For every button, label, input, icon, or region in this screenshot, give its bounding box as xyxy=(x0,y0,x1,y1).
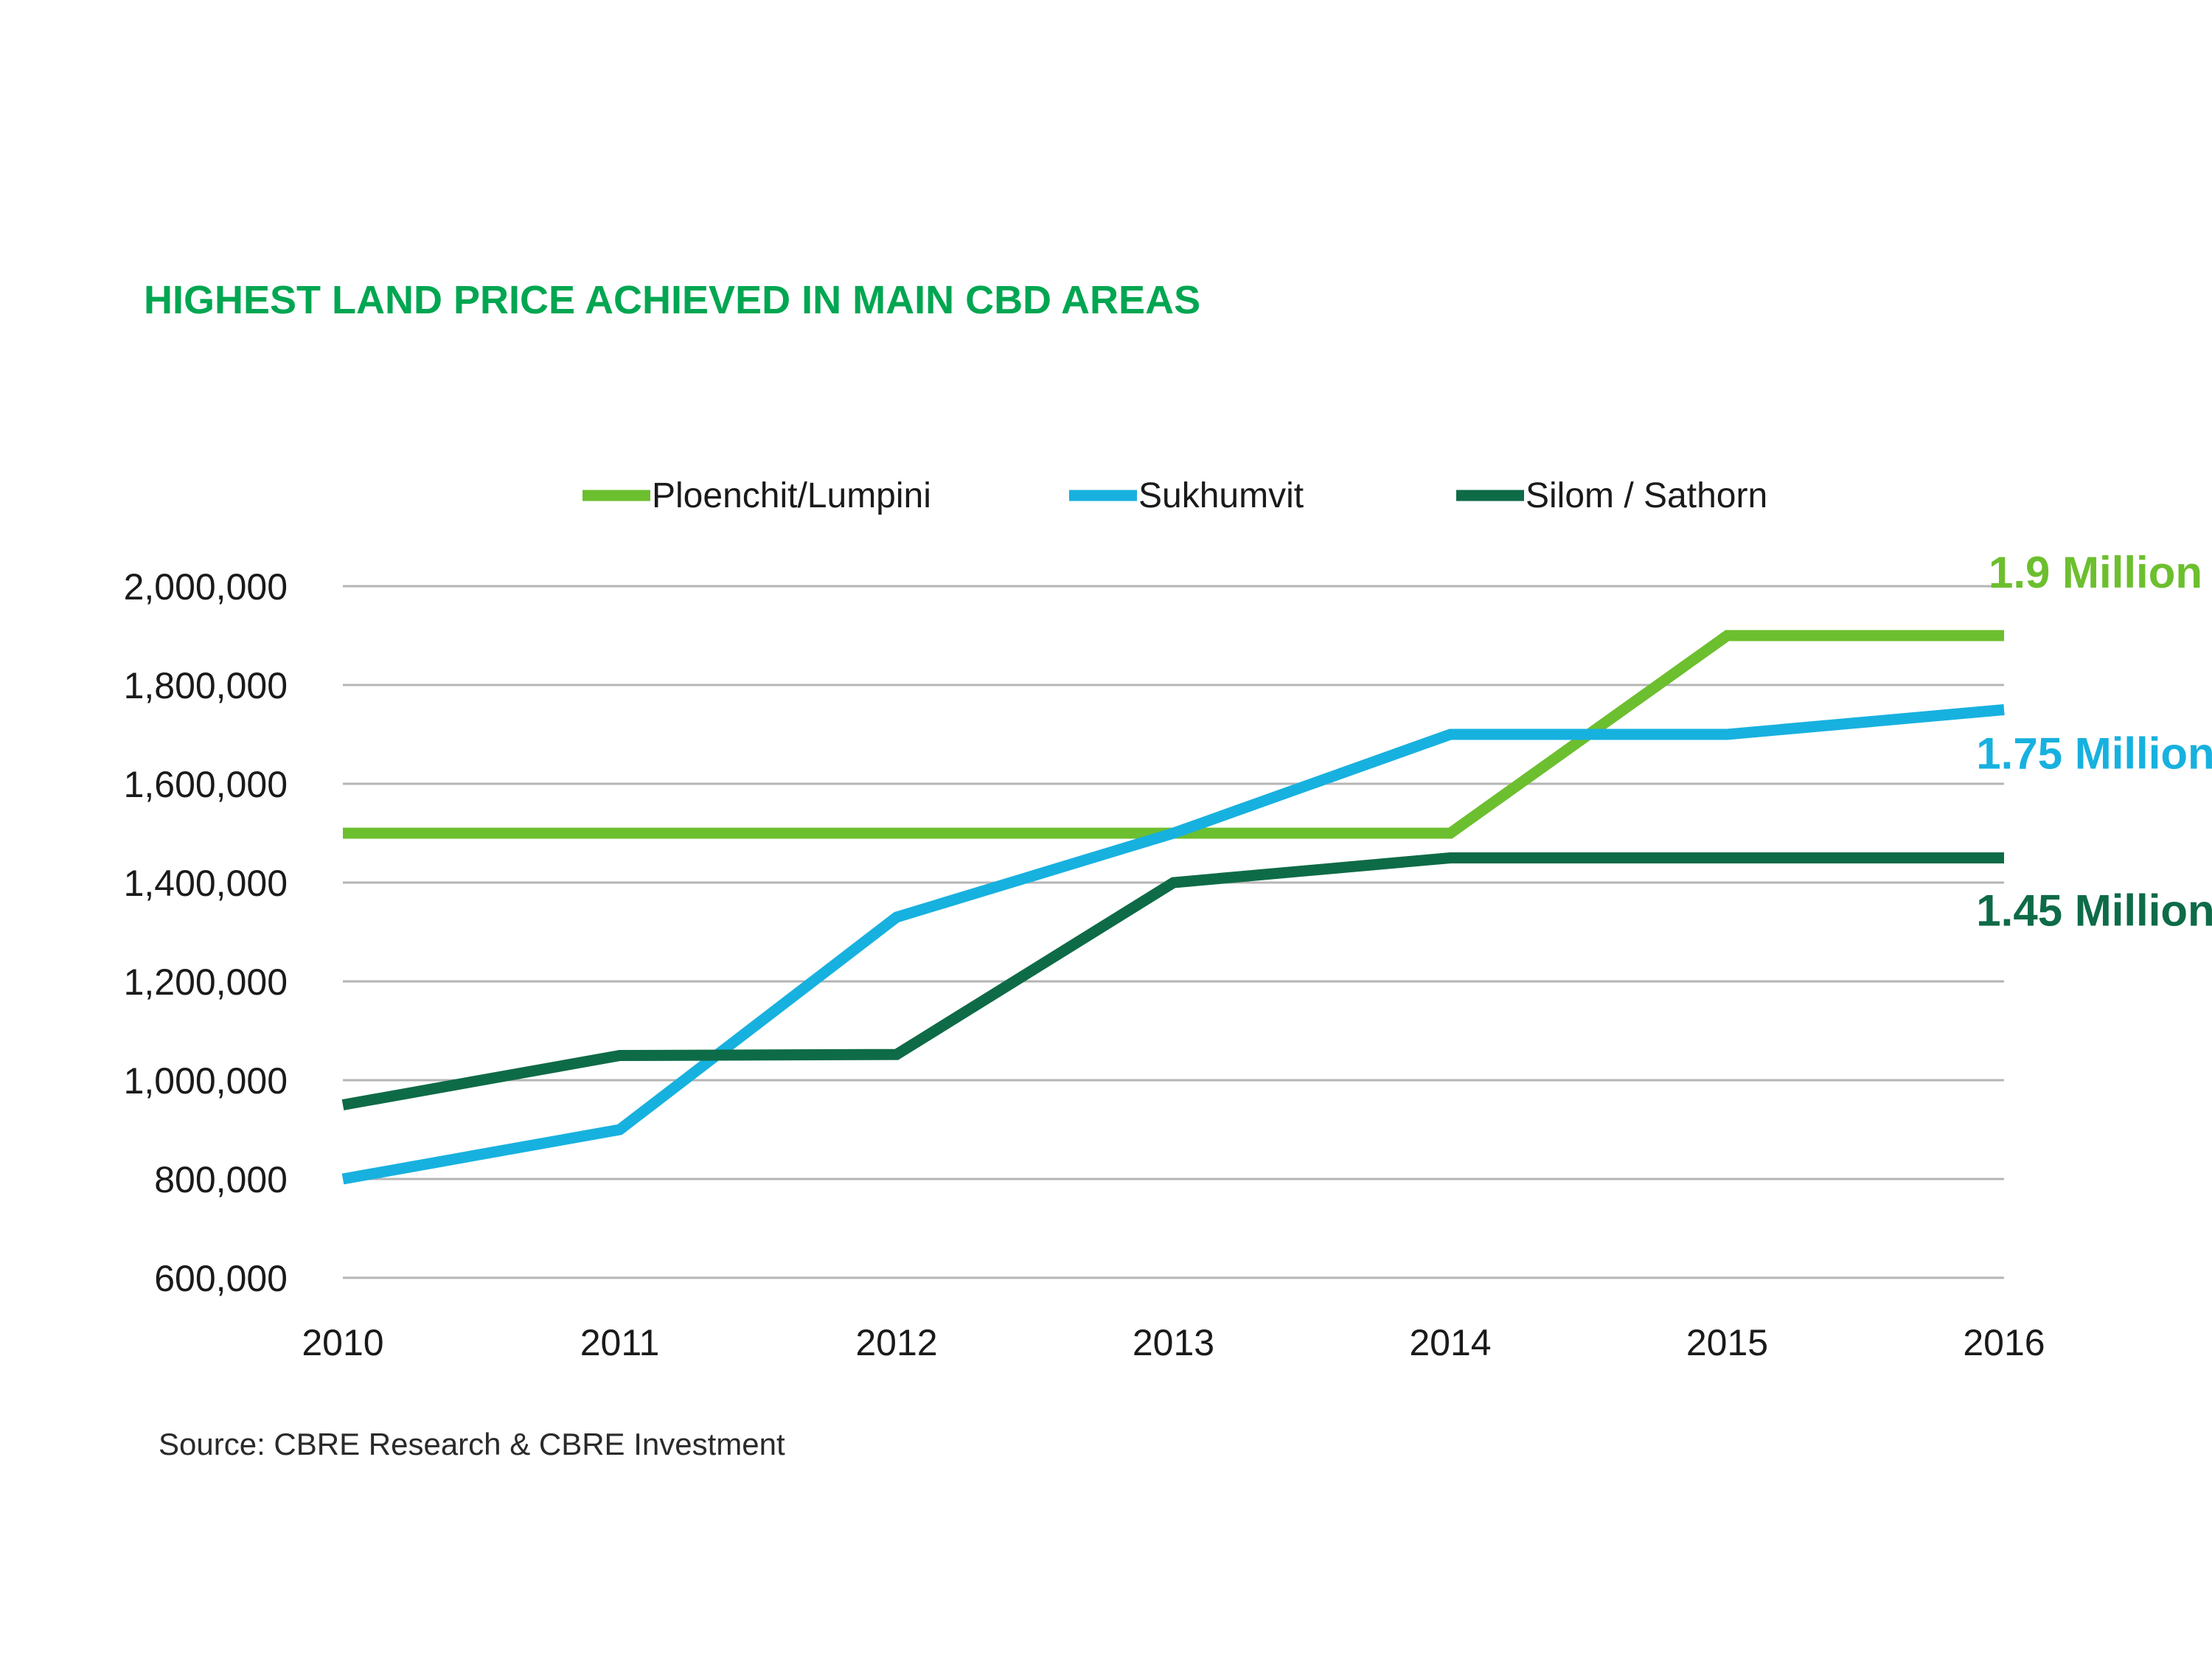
y-tick-label: 1,800,000 xyxy=(124,665,288,706)
y-axis-ticks: 2,000,000 1,800,000 1,600,000 1,400,000 1,20… xyxy=(124,566,288,1299)
y-tick-label: 1,200,000 xyxy=(124,961,288,1003)
legend-item-sukhumvit: Sukhumvit xyxy=(1069,476,1304,515)
x-tick-label: 2012 xyxy=(855,1322,937,1363)
y-tick-label: 2,000,000 xyxy=(124,566,288,608)
series-lines xyxy=(341,630,2005,1185)
y-tick-label: 800,000 xyxy=(154,1159,288,1200)
end-labels: 1.9 Million 1.75 Million 1.45 Million xyxy=(1976,548,2212,936)
source-note: Source: CBRE Research & CBRE Investment xyxy=(159,1427,785,1461)
legend-label: Sukhumvit xyxy=(1138,476,1304,515)
series-line-sukhumvit xyxy=(341,704,2005,1185)
legend-item-ploenchit: Ploenchit/Lumpini xyxy=(582,476,931,515)
legend: Ploenchit/Lumpini Sukhumvit Silom / Sathor… xyxy=(582,476,1767,515)
legend-label: Silom / Sathorn xyxy=(1526,476,1767,515)
x-axis-ticks: 2010 2011 2012 2013 2014 2015 2016 xyxy=(302,1322,2045,1363)
legend-item-silom: Silom / Sathorn xyxy=(1456,476,1767,515)
end-label-ploenchit: 1.9 Million xyxy=(1989,548,2202,597)
x-tick-label: 2013 xyxy=(1133,1322,1214,1363)
x-tick-label: 2015 xyxy=(1686,1322,1768,1363)
x-tick-label: 2014 xyxy=(1409,1322,1491,1363)
series-line-silom xyxy=(341,852,2004,1110)
y-tick-label: 1,400,000 xyxy=(124,863,288,904)
chart-title: HIGHEST LAND PRICE ACHIEVED IN MAIN CBD … xyxy=(144,278,1200,322)
y-tick-label: 600,000 xyxy=(154,1258,288,1299)
x-tick-label: 2010 xyxy=(302,1322,383,1363)
gridlines xyxy=(343,585,2004,1279)
end-label-sukhumvit: 1.75 Million xyxy=(1976,729,2212,779)
end-label-silom: 1.45 Million xyxy=(1976,886,2212,936)
legend-label: Ploenchit/Lumpini xyxy=(652,476,931,515)
y-tick-label: 1,000,000 xyxy=(124,1060,288,1102)
y-tick-label: 1,600,000 xyxy=(124,764,288,805)
x-tick-label: 2011 xyxy=(580,1322,660,1363)
x-tick-label: 2016 xyxy=(1963,1322,2045,1363)
